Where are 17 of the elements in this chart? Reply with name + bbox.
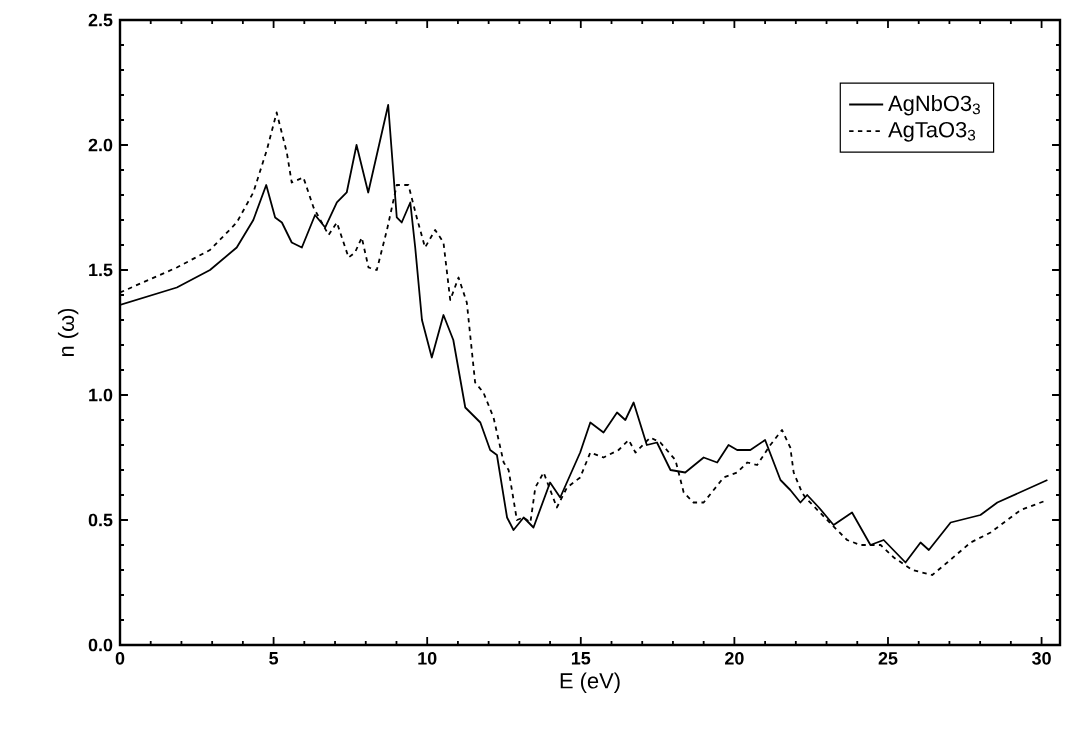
y-tick-label: 1.5 xyxy=(89,263,113,277)
y-axis-title: n (ω) xyxy=(57,308,79,357)
x-axis-title: E (eV) xyxy=(560,672,620,693)
x-tick-label: 15 xyxy=(571,652,591,665)
y-tick-label: 2.5 xyxy=(88,13,113,27)
x-tick-label: 0 xyxy=(115,652,125,665)
x-tick-label: 10 xyxy=(418,652,437,665)
y-tick-label: 0.5 xyxy=(88,513,113,527)
x-tick-label: 5 xyxy=(269,652,279,665)
y-tick-label: 2.0 xyxy=(88,138,113,152)
x-tick-label: 30 xyxy=(1032,652,1051,665)
y-tick-label: 0.0 xyxy=(88,638,113,652)
x-tick-label: 20 xyxy=(725,652,744,665)
legend-label: AgTaO3$_{3}$ xyxy=(888,121,976,142)
x-tick-label: 25 xyxy=(878,652,898,665)
legend-label: AgNbO3$_{3}$ xyxy=(888,95,980,116)
y-tick-label: 1.0 xyxy=(89,388,113,402)
